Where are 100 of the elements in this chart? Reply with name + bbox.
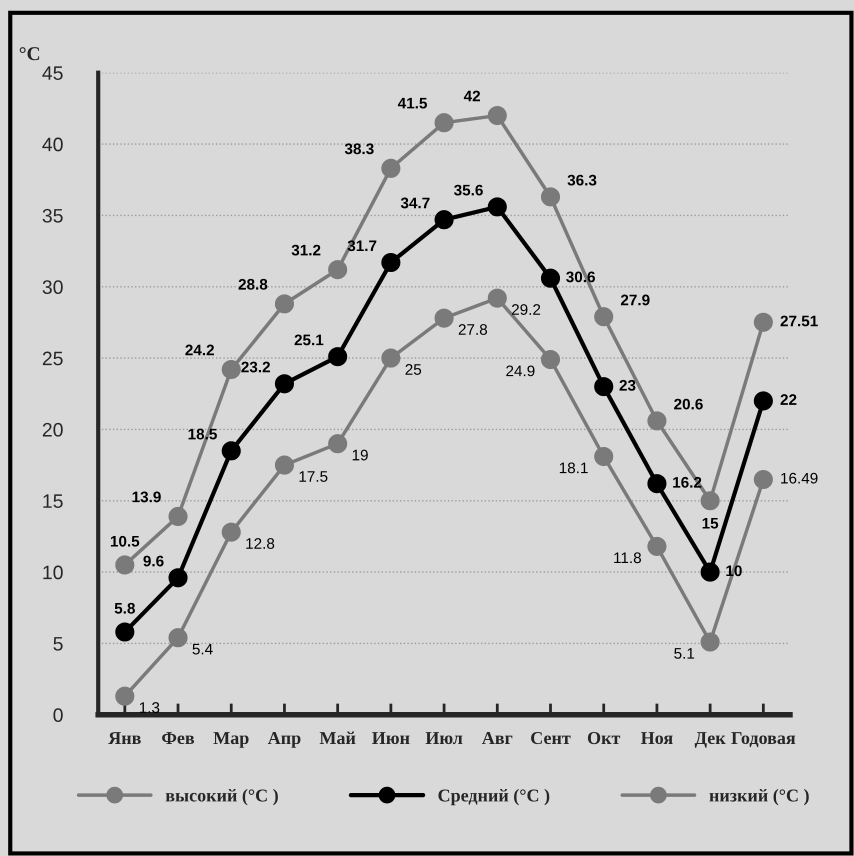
point [540, 350, 560, 370]
data-label: 10.5 [110, 536, 140, 547]
point [488, 197, 507, 216]
data-label: 9.6 [143, 556, 164, 566]
point [754, 470, 773, 490]
data-label: 24.2 [185, 344, 214, 356]
point [115, 555, 134, 575]
point [488, 106, 507, 126]
data-label: 31.7 [348, 240, 376, 252]
x-tick-label: Дек [694, 732, 726, 748]
data-label: 27.8 [458, 324, 488, 335]
point [381, 158, 400, 178]
data-label: 11.8 [614, 552, 641, 564]
point [700, 491, 720, 510]
data-label: 15 [702, 518, 718, 529]
point [222, 360, 241, 380]
data-label: 23.2 [241, 362, 270, 372]
data-label: 34.7 [400, 198, 430, 208]
point [381, 252, 400, 272]
data-label: 31.2 [292, 244, 320, 256]
data-label: 22 [780, 394, 796, 405]
data-label: 5.4 [192, 644, 213, 654]
data-label: 25 [406, 364, 422, 375]
y-tick-label: 5 [53, 637, 63, 651]
data-label: 19 [352, 450, 368, 460]
point [168, 628, 188, 648]
data-label: 13.9 [132, 492, 161, 502]
data-label: 25.1 [294, 334, 324, 346]
point [434, 308, 454, 328]
x-tick-label: Сент [531, 732, 571, 744]
x-tick-label: Янв [108, 732, 141, 744]
point [594, 446, 614, 466]
data-label: 1.3 [140, 702, 160, 713]
point [700, 632, 720, 652]
data-label: 36.3 [568, 174, 596, 186]
data-label: 28.8 [238, 278, 268, 290]
data-label: 42 [464, 90, 480, 102]
data-label: 41.5 [398, 98, 427, 109]
legend-label: низкий (°C ) [709, 788, 809, 806]
data-label: 24.9 [506, 365, 535, 376]
data-label: 38.3 [344, 143, 374, 154]
data-label: 18.5 [188, 428, 217, 440]
point [540, 187, 560, 206]
point [434, 113, 454, 132]
y-tick-label: 35 [42, 208, 63, 223]
data-label: 18.1 [560, 462, 588, 474]
y-tick-label: 30 [42, 280, 63, 294]
x-tick-label: Июл [426, 732, 462, 744]
y-tick-label: 15 [43, 494, 63, 508]
legend-label: Средний (°C ) [438, 788, 550, 806]
point [168, 506, 188, 526]
data-label: 5.8 [114, 602, 135, 614]
point [647, 411, 666, 430]
point [381, 348, 400, 368]
data-label: 29.2 [512, 304, 540, 315]
data-label: 20.6 [674, 398, 703, 410]
data-label: 30.6 [566, 271, 595, 282]
point [115, 622, 134, 642]
point [434, 210, 454, 230]
data-label: 27.51 [780, 316, 818, 326]
y-tick-label: 0 [53, 708, 63, 722]
x-tick-label: Окт [588, 732, 620, 744]
y-tick-label: 20 [42, 422, 63, 437]
data-label: 16.2 [673, 476, 702, 488]
data-label: 5.1 [674, 648, 694, 659]
point [647, 474, 666, 494]
y-axis-title: °C [20, 47, 40, 60]
point [647, 536, 666, 556]
point [274, 456, 294, 475]
y-tick-label: 25 [42, 352, 63, 366]
data-label: 16.49 [781, 472, 818, 484]
data-label: 10 [726, 565, 742, 576]
x-tick-label: Июн [372, 732, 410, 744]
point [328, 260, 348, 280]
point [168, 568, 188, 588]
legend-label: высокий (°C ) [166, 788, 278, 806]
data-label: 35.6 [454, 184, 483, 196]
point [594, 307, 614, 326]
point [328, 347, 348, 366]
point [274, 374, 294, 394]
x-tick-label: Годовая [731, 732, 796, 748]
point [700, 562, 720, 582]
point [540, 268, 560, 288]
data-label: 12.8 [246, 538, 274, 549]
point [754, 312, 773, 332]
y-tick-label: 45 [42, 66, 63, 80]
y-tick-label: 10 [43, 566, 63, 580]
x-tick-label: Мар [213, 732, 249, 748]
point [222, 441, 241, 460]
x-tick-label: Май [320, 732, 356, 744]
point [754, 391, 773, 410]
point [328, 434, 348, 454]
point [222, 522, 241, 542]
x-tick-label: Ноя [640, 732, 673, 744]
point [115, 686, 134, 706]
x-tick-label: Фев [162, 732, 194, 744]
x-tick-label: Апр [268, 732, 300, 748]
point [594, 377, 614, 396]
point [274, 294, 294, 314]
data-label: 27.9 [620, 294, 650, 306]
